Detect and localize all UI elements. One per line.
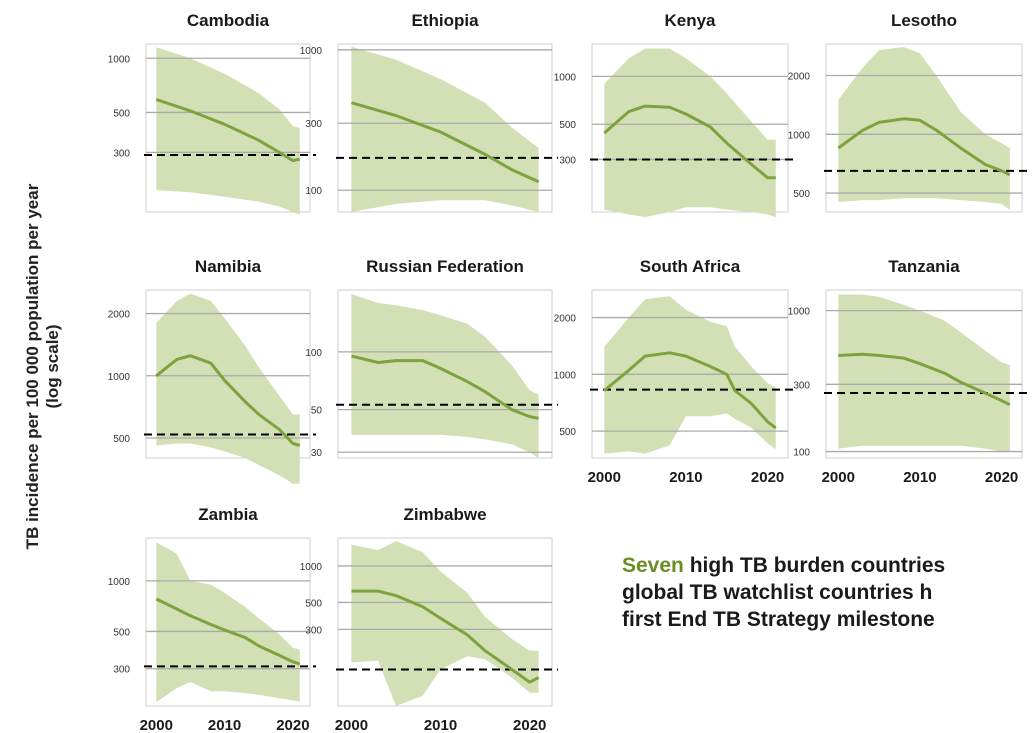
x-tick-label: 2020 <box>276 717 309 733</box>
y-tick-label: 300 <box>305 119 322 130</box>
y-tick-label: 30 <box>311 448 323 459</box>
caption-line-2: global TB watchlist countries h <box>622 581 933 604</box>
y-tick-label: 1000 <box>108 54 131 65</box>
incidence-line <box>838 352 1011 407</box>
uncertainty-band <box>838 47 1010 210</box>
panel-namibia: Namibia 500 1000 2000 <box>108 257 316 484</box>
y-tick-label: 500 <box>793 189 810 200</box>
panel-zimbabwe: Zimbabwe 300 500 1000 2000 2010 2020 <box>300 505 558 733</box>
y-tick-label: 500 <box>559 427 576 438</box>
y-tick-label: 2000 <box>108 310 131 321</box>
y-tick-label: 300 <box>793 380 810 391</box>
x-tick-label: 2000 <box>335 717 368 733</box>
panel-zambia: Zambia 300 500 1000 2000 2010 2020 <box>108 505 316 733</box>
y-tick-label: 500 <box>559 120 576 131</box>
incidence-line <box>351 589 540 684</box>
panel-frame <box>591 43 789 213</box>
panel-frame <box>825 289 1023 459</box>
caption-text: Seven high TB burden countries global TB… <box>622 552 1032 633</box>
x-tick-label: 2010 <box>903 469 936 486</box>
y-tick-label: 50 <box>311 406 323 417</box>
incidence-line <box>350 101 540 184</box>
incidence-line <box>603 351 777 430</box>
incidence-line <box>603 104 776 180</box>
uncertainty-band <box>156 542 300 703</box>
panel-title: South Africa <box>640 257 741 276</box>
panel-title: Tanzania <box>888 257 960 276</box>
y-tick-label: 1000 <box>300 46 323 57</box>
y-tick-label: 1000 <box>300 562 323 573</box>
panel-title: Lesotho <box>891 11 957 30</box>
y-tick-label: 500 <box>113 434 130 445</box>
x-tick-label: 2010 <box>669 469 702 486</box>
panel-frame <box>145 537 311 707</box>
panel-title: Kenya <box>664 11 716 30</box>
y-tick-label: 1000 <box>788 307 811 318</box>
y-tick-label: 100 <box>305 348 322 359</box>
x-tick-label: 2020 <box>985 469 1018 486</box>
panel-title: Cambodia <box>187 11 270 30</box>
y-tick-label: 300 <box>305 625 322 636</box>
incidence-line <box>155 354 301 447</box>
uncertainty-band <box>351 541 539 706</box>
x-tick-label: 2010 <box>424 717 457 733</box>
panel-lesotho: Lesotho 500 1000 2000 <box>788 11 1028 213</box>
x-tick-label: 2000 <box>588 469 621 486</box>
panel-frame <box>337 43 553 213</box>
panel-kenya: Kenya 300 500 1000 <box>554 11 794 218</box>
incidence-line <box>837 117 1011 177</box>
uncertainty-band <box>156 47 300 215</box>
caption-line-1-rest: high TB burden countries <box>683 554 946 577</box>
panel-frame <box>337 537 553 707</box>
y-tick-label: 2000 <box>554 314 577 325</box>
uncertainty-band <box>351 294 539 458</box>
uncertainty-band <box>838 294 1010 452</box>
y-tick-label: 500 <box>113 627 130 638</box>
x-tick-label: 2000 <box>822 469 855 486</box>
incidence-line <box>155 98 301 163</box>
incidence-line <box>155 597 301 666</box>
panel-ethiopia: Ethiopia 100 300 1000 <box>300 11 558 213</box>
panel-title: Russian Federation <box>366 257 524 276</box>
panel-russian-federation: Russian Federation 30 50 100 <box>305 257 558 459</box>
panel-title: Zimbabwe <box>403 505 486 524</box>
y-tick-label: 100 <box>305 186 322 197</box>
x-tick-label: 2010 <box>208 717 241 733</box>
y-tick-label: 2000 <box>788 72 811 83</box>
panel-title: Zambia <box>198 505 258 524</box>
panel-south-africa: South Africa 500 1000 2000 2000 2010 2020 <box>554 257 794 486</box>
panel-frame <box>825 43 1023 213</box>
incidence-line <box>351 354 539 420</box>
y-tick-label: 300 <box>113 665 130 676</box>
x-tick-label: 2000 <box>140 717 173 733</box>
caption-highlight: Seven <box>622 554 684 577</box>
x-tick-label: 2020 <box>751 469 784 486</box>
panel-title: Namibia <box>195 257 262 276</box>
y-tick-label: 500 <box>305 598 322 609</box>
y-tick-label: 1000 <box>108 577 131 588</box>
caption-line-3: first End TB Strategy milestone <box>622 608 935 631</box>
y-tick-label: 1000 <box>108 372 131 383</box>
x-tick-label: 2020 <box>513 717 546 733</box>
y-tick-label: 100 <box>793 448 810 459</box>
panel-tanzania: Tanzania 100 300 1000 2000 2010 2020 <box>788 257 1028 486</box>
panel-frame <box>145 289 311 459</box>
panel-cambodia: Cambodia 300 500 1000 <box>108 11 316 215</box>
panel-title: Ethiopia <box>411 11 479 30</box>
y-tick-label: 1000 <box>554 370 577 381</box>
y-tick-label: 300 <box>559 155 576 166</box>
caption-line-1: Seven high TB burden countries <box>622 552 1032 579</box>
uncertainty-band <box>604 48 776 218</box>
uncertainty-band <box>156 293 300 484</box>
y-tick-label: 1000 <box>554 72 577 83</box>
y-tick-label: 300 <box>113 148 130 159</box>
uncertainty-band <box>351 46 539 212</box>
panel-frame <box>337 289 553 459</box>
y-tick-label: 500 <box>113 108 130 119</box>
panel-frame <box>145 43 311 213</box>
y-tick-label: 1000 <box>788 130 811 141</box>
